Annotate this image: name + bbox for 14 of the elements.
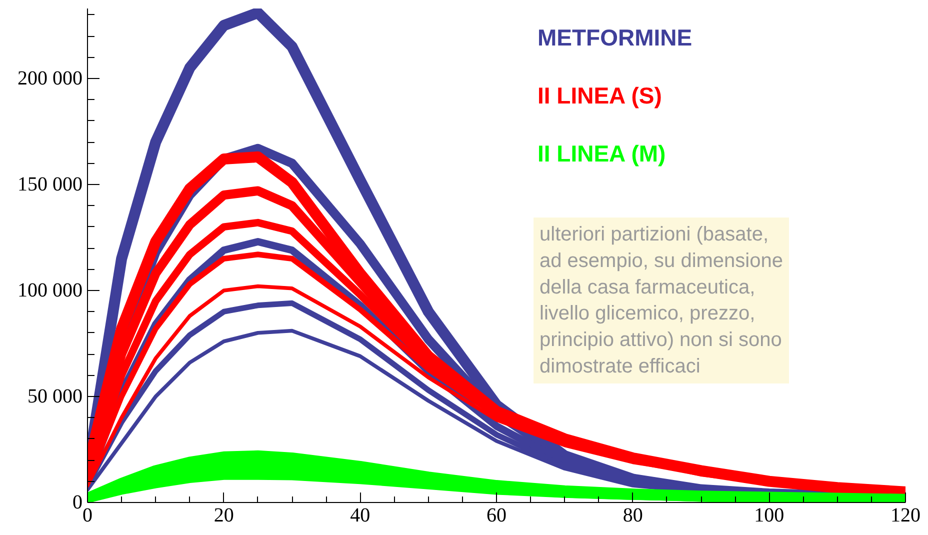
annotation: ulteriori partizioni (basate, ad esempio, su dimensione della casa farmaceutica, livello glicemico, prezzo, principio attivo) non si sono dimostrate efficaci bbox=[540, 224, 783, 378]
y-tick-label: 150 000 bbox=[18, 173, 82, 196]
text: II LINEA (M) bbox=[538, 140, 666, 166]
x-tick-label: 40 bbox=[350, 504, 370, 526]
y-tick-label: 100 000 bbox=[18, 279, 82, 302]
y-tick-label: 200 000 bbox=[18, 67, 82, 90]
x-tick-label: 120 bbox=[890, 504, 920, 526]
x-tick-label: 20 bbox=[214, 504, 234, 526]
text: II LINEA (S) bbox=[538, 82, 662, 108]
x-tick-label: 60 bbox=[486, 504, 506, 526]
text: METFORMINE bbox=[538, 24, 692, 50]
y-tick-label: 50 000 bbox=[28, 385, 82, 408]
x-tick-label: 100 bbox=[754, 504, 784, 526]
x-tick-label: 80 bbox=[622, 504, 643, 526]
